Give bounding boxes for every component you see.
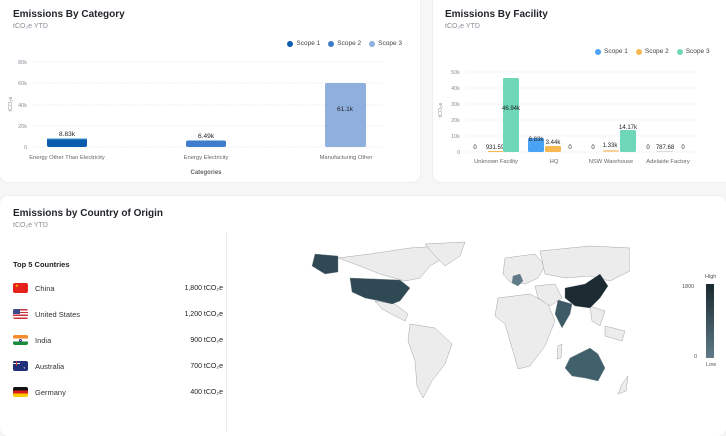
map-china [564, 273, 609, 309]
svg-text:931.59: 931.59 [486, 145, 505, 151]
svg-text:1.33k: 1.33k [603, 143, 619, 149]
scope-2-dot-icon [635, 48, 642, 55]
svg-text:0: 0 [568, 145, 572, 151]
svg-text:Unknown Facility: Unknown Facility [474, 159, 518, 165]
svg-text:46.94k: 46.94k [502, 106, 521, 112]
us-flag-icon [13, 309, 28, 319]
bar-energy-electricity [186, 140, 226, 147]
svg-text:14.17k: 14.17k [619, 125, 638, 131]
world-map[interactable] [300, 236, 630, 406]
svg-text:60k: 60k [18, 81, 27, 87]
svg-text:Adelaide Factory: Adelaide Factory [646, 159, 690, 165]
svg-text:0: 0 [646, 145, 650, 151]
bar-manufacturing-other [325, 83, 366, 147]
bar-energy-other [47, 138, 87, 147]
map-united-states [349, 277, 411, 305]
facility-card: Emissions By Facility tCO₂e YTD Scope 1 … [433, 0, 726, 182]
svg-text:8.83k: 8.83k [529, 137, 545, 143]
legend-scope-3[interactable]: Scope 3 [676, 48, 710, 55]
india-flag-icon [13, 335, 28, 345]
map-alaska [311, 253, 339, 275]
scale-max-label: 1800 [682, 284, 695, 290]
svg-text:20k: 20k [18, 124, 27, 130]
color-scale: High 1800 0 Low [682, 274, 724, 374]
top-countries-title: Top 5 Countries [13, 260, 70, 269]
svg-text:8.83k: 8.83k [59, 131, 76, 138]
category-subtitle: tCO₂e YTD [13, 23, 48, 30]
category-title: Emissions By Category [13, 9, 125, 20]
svg-text:10k: 10k [451, 134, 460, 140]
svg-text:40k: 40k [18, 103, 27, 109]
country-row-germany[interactable]: Germany 400 tCO₂e [13, 385, 223, 399]
svg-text:40k: 40k [451, 86, 460, 92]
legend-scope-3[interactable]: Scope 3 [369, 40, 402, 47]
svg-text:50k: 50k [451, 70, 460, 76]
country-subtitle: tCO₂e YTD [13, 222, 48, 229]
australia-flag-icon: ✦ [13, 361, 28, 371]
country-title: Emissions by Country of Origin [13, 208, 164, 219]
svg-text:787.68: 787.68 [656, 145, 675, 151]
svg-text:3.44k: 3.44k [546, 140, 562, 146]
country-row-india[interactable]: India 900 tCO₂e [13, 333, 223, 347]
svg-text:0: 0 [591, 145, 595, 151]
bar-nsw-scope2 [603, 150, 619, 152]
map-india [554, 299, 573, 329]
svg-text:tCO₂e: tCO₂e [438, 103, 444, 118]
map-australia [564, 347, 606, 382]
scope-2-dot-icon [328, 40, 335, 47]
scale-gradient [706, 284, 714, 358]
bar-hq-scope1 [528, 138, 544, 152]
svg-text:20k: 20k [451, 118, 460, 124]
country-row-china[interactable]: ★ China 1,800 tCO₂e [13, 283, 223, 293]
scope-3-dot-icon [676, 48, 683, 55]
facility-legend: Scope 1 Scope 2 Scope 3 [595, 48, 710, 55]
svg-text:Manufacturing Other: Manufacturing Other [320, 155, 373, 161]
category-legend: Scope 1 Scope 2 Scope 3 [287, 40, 402, 47]
legend-scope-1[interactable]: Scope 1 [595, 48, 628, 55]
legend-scope-1[interactable]: Scope 1 [287, 40, 320, 47]
category-chart: 80k 60k 40k 20k 0 tCO₂e 8.83k 6.49k 61.1… [8, 60, 382, 176]
china-flag-icon: ★ [13, 283, 28, 293]
country-row-australia[interactable]: ✦ Australia 700 tCO₂e [13, 359, 223, 373]
svg-text:NSW Warehouse: NSW Warehouse [589, 159, 634, 165]
legend-scope-2[interactable]: Scope 2 [328, 40, 361, 47]
legend-scope-2[interactable]: Scope 2 [635, 48, 669, 55]
map-germany [511, 273, 524, 287]
scale-low-label: Low [706, 362, 717, 368]
bar-unknown-scope3 [503, 78, 519, 152]
svg-text:HQ: HQ [550, 159, 559, 165]
svg-text:80k: 80k [18, 60, 27, 66]
country-card: Emissions by Country of Origin tCO₂e YTD… [0, 196, 726, 436]
svg-text:0: 0 [473, 145, 477, 151]
svg-text:0: 0 [681, 145, 685, 151]
bar-hq-scope2 [545, 146, 561, 152]
svg-text:61.1k: 61.1k [337, 106, 354, 113]
scope-1-dot-icon [287, 40, 294, 47]
scope-3-dot-icon [369, 40, 376, 47]
scale-min-label: 0 [694, 354, 698, 360]
category-card: Emissions By Category tCO₂e YTD Scope 1 … [0, 0, 420, 182]
svg-text:tCO₂e: tCO₂e [8, 97, 14, 112]
facility-subtitle: tCO₂e YTD [445, 23, 480, 30]
svg-text:Energy Electricity: Energy Electricity [184, 155, 229, 161]
bar-nsw-scope3 [620, 130, 636, 152]
svg-text:0: 0 [24, 145, 27, 151]
facility-chart: 50k 40k 30k 20k 10k 0 tCO₂e 0 931.59 46.… [438, 70, 698, 165]
svg-text:Energy Other Than Electricity: Energy Other Than Electricity [29, 155, 105, 161]
svg-text:Categories: Categories [190, 170, 222, 176]
facility-title: Emissions By Facility [445, 9, 548, 20]
svg-text:6.49k: 6.49k [198, 133, 215, 140]
svg-text:0: 0 [457, 150, 460, 156]
panel-divider [226, 232, 227, 432]
country-row-united-states[interactable]: United States 1,200 tCO₂e [13, 307, 223, 321]
svg-text:30k: 30k [451, 102, 460, 108]
scale-high-label: High [705, 274, 717, 280]
scope-1-dot-icon [595, 48, 601, 55]
germany-flag-icon [13, 387, 28, 397]
